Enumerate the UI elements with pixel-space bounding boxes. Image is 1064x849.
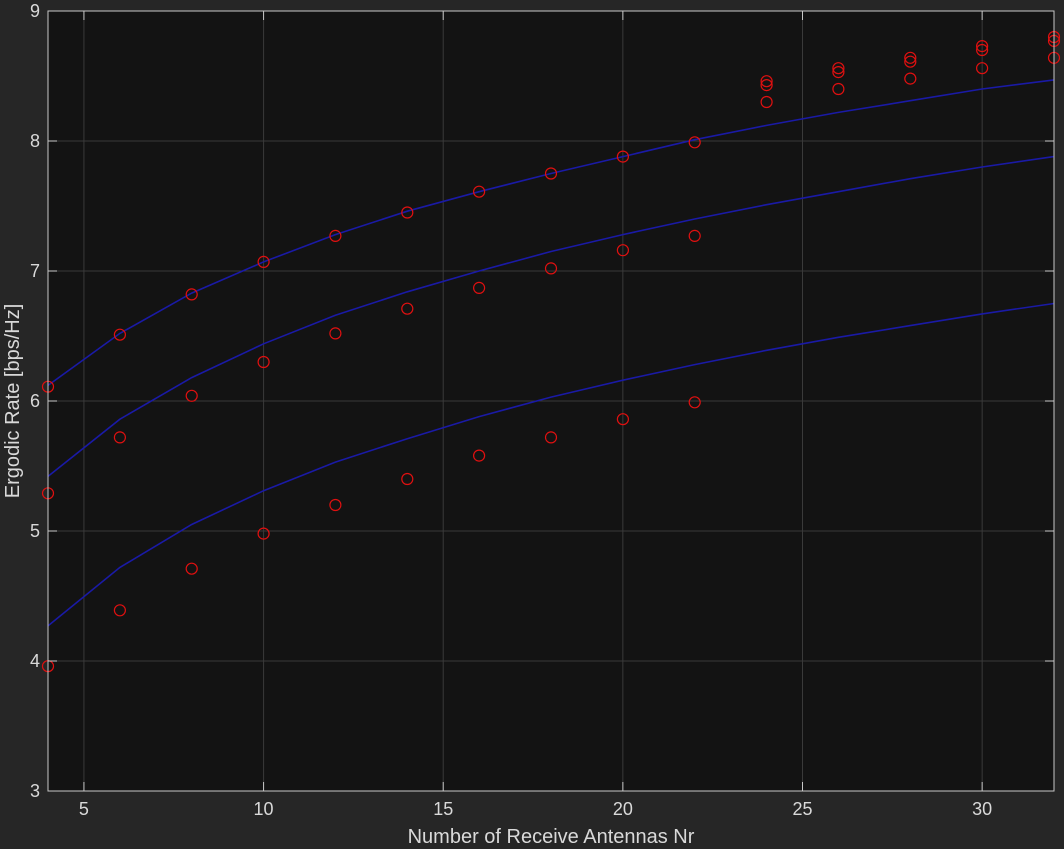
data-point-series-2	[185, 389, 198, 402]
y-tick-label: 5	[30, 521, 40, 541]
y-tick-label: 7	[30, 261, 40, 281]
y-tick-label: 9	[30, 1, 40, 21]
x-tick-label: 5	[79, 799, 89, 819]
data-point-series-2	[113, 431, 127, 444]
data-point-series-1	[113, 328, 127, 341]
data-point-series-1	[904, 51, 917, 64]
y-tick-label: 8	[30, 131, 40, 151]
data-point-series-3	[616, 413, 630, 426]
data-point-series-1	[760, 78, 773, 92]
data-point-series-2	[975, 62, 989, 75]
data-point-series-1	[401, 206, 414, 219]
data-point-series-3	[113, 604, 127, 617]
data-point-series-1	[257, 255, 270, 268]
axis-ticks: 5 10 15 20 25 30 3 4 5 6 7 8 9	[30, 1, 1054, 819]
data-point-series-2	[904, 72, 917, 85]
data-point-series-1	[473, 185, 486, 198]
data-point-series-1	[832, 65, 845, 79]
x-tick-label: 15	[433, 799, 453, 819]
x-axis-title: Number of Receive Antennas Nr	[408, 826, 695, 848]
data-point-series-3	[688, 396, 701, 409]
data-point-series-1	[760, 75, 773, 88]
series-lines	[47, 79, 1055, 627]
data-point-series-2	[832, 82, 845, 96]
data-point-series-3	[257, 527, 270, 540]
y-axis-title: Ergodic Rate [bps/Hz]	[2, 304, 24, 499]
x-tick-label: 20	[613, 799, 633, 819]
grid	[48, 11, 1054, 791]
data-point-series-3	[473, 449, 486, 462]
data-point-series-2	[544, 262, 558, 275]
data-point-series-1	[975, 43, 989, 57]
series-line-3	[47, 302, 1055, 627]
data-point-series-3	[401, 472, 414, 486]
data-point-series-2	[616, 244, 630, 257]
data-point-series-2	[329, 327, 342, 340]
data-point-series-1	[185, 288, 198, 301]
data-point-series-1	[975, 39, 989, 53]
data-point-series-3	[329, 498, 342, 512]
data-point-series-2	[760, 95, 773, 109]
y-tick-label: 3	[30, 781, 40, 801]
data-point-series-1	[329, 229, 342, 242]
data-point-series-1	[904, 55, 917, 68]
x-tick-label: 25	[792, 799, 812, 819]
data-point-series-3	[544, 431, 558, 444]
data-point-series-2	[473, 281, 486, 294]
y-tick-label: 4	[30, 651, 40, 671]
data-point-series-1	[688, 136, 701, 149]
y-tick-label: 6	[30, 391, 40, 411]
series-line-1	[47, 79, 1055, 387]
data-point-series-3	[185, 562, 198, 575]
x-tick-label: 10	[254, 799, 274, 819]
data-point-series-2	[257, 355, 270, 369]
data-point-series-1	[832, 62, 845, 75]
x-tick-label: 30	[972, 799, 992, 819]
data-point-series-2	[401, 302, 414, 315]
data-point-series-2	[688, 229, 701, 242]
data-point-series-1	[616, 150, 630, 163]
data-point-series-1	[544, 167, 558, 180]
series-line-2	[47, 155, 1055, 478]
